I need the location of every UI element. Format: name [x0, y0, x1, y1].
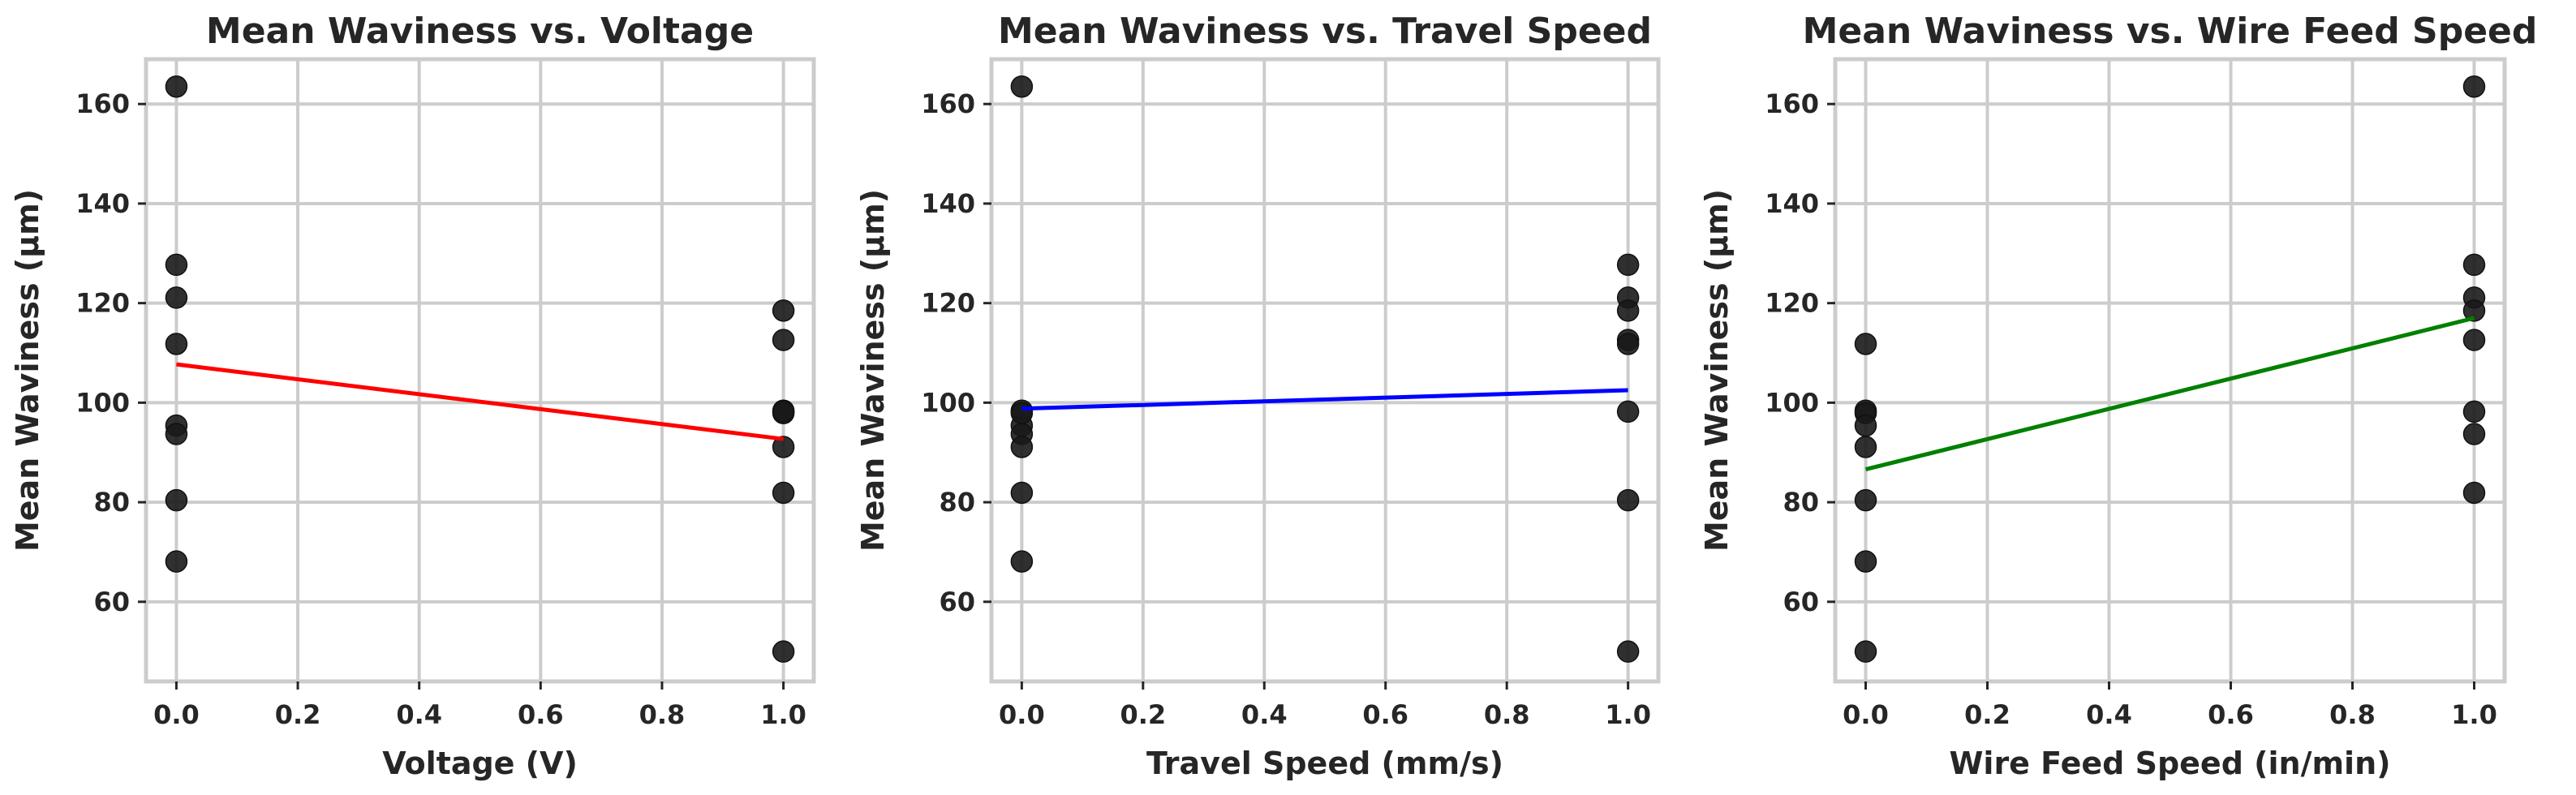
data-point — [165, 333, 188, 355]
regression-line — [1021, 388, 1628, 411]
x-tick-label: 1.0 — [1605, 699, 1651, 730]
data-point — [1616, 640, 1640, 663]
y-tick-label: 140 — [1765, 188, 1819, 219]
chart-title: Mean Waviness vs. Travel Speed — [998, 11, 1652, 52]
y-tick-label: 60 — [93, 587, 130, 617]
data-point — [772, 640, 795, 663]
data-point — [772, 481, 795, 505]
data-point — [165, 550, 188, 573]
data-point — [772, 436, 795, 458]
panel-1: 0.0 0.2 0.4 0.6 0.8 1.0 60 80 100 120 140 160 Mean W… — [10, 11, 816, 781]
y-tick-label: 60 — [1783, 587, 1819, 617]
regression-line — [176, 362, 784, 441]
y-tick-label: 160 — [1765, 88, 1819, 119]
x-tick-label: 0.8 — [2329, 699, 2376, 730]
y-tick-label: 100 — [921, 387, 975, 418]
data-point — [2462, 481, 2486, 505]
y-axis-label: Mean Waviness (µm) — [1699, 189, 1735, 552]
data-point — [1854, 488, 1877, 512]
regression-line — [1864, 316, 2475, 472]
plot-frame — [989, 57, 1661, 684]
data-point — [2462, 299, 2486, 322]
data-point — [1616, 253, 1640, 277]
data-point — [2462, 400, 2486, 423]
y-tick-label: 100 — [1765, 387, 1819, 418]
y-tick-label: 80 — [1783, 487, 1819, 518]
data-point — [1854, 436, 1877, 458]
data-point — [1010, 436, 1034, 458]
data-point — [1854, 414, 1877, 437]
y-tick-label: 120 — [75, 288, 130, 319]
x-tick-label: 0.0 — [999, 699, 1045, 730]
data-point — [1010, 481, 1034, 505]
data-point — [2462, 253, 2486, 277]
x-tick-label: 0.0 — [1843, 699, 1889, 730]
y-tick-label: 140 — [75, 188, 130, 219]
x-tick-label: 0.4 — [396, 699, 442, 730]
y-tick-label: 80 — [939, 487, 975, 518]
x-axis-label: Travel Speed (mm/s) — [1146, 746, 1503, 781]
x-axis-label: Voltage (V) — [382, 746, 578, 781]
data-point — [772, 329, 795, 351]
x-tick-label: 0.2 — [275, 699, 321, 730]
x-tick-label: 0.2 — [1964, 699, 2010, 730]
data-point — [165, 488, 188, 512]
panel-2: 0.0 0.2 0.4 0.6 0.8 1.0 60 80 100 120 140 160 Mean W… — [855, 11, 1661, 781]
y-tick-label: 100 — [75, 387, 130, 418]
x-tick-label: 0.2 — [1120, 699, 1166, 730]
data-point — [1010, 550, 1034, 573]
y-tick-label: 160 — [75, 88, 130, 119]
x-tick-label: 0.6 — [518, 699, 564, 730]
x-tick-label: 0.6 — [2208, 699, 2254, 730]
x-tick-label: 0.4 — [2086, 699, 2132, 730]
x-tick-label: 0.0 — [153, 699, 200, 730]
data-point — [1616, 488, 1640, 512]
y-axis-label: Mean Waviness (µm) — [855, 189, 891, 552]
data-point — [1010, 402, 1034, 425]
chart-title: Mean Waviness vs. Wire Feed Speed — [1803, 11, 2538, 52]
panel-3: 0.0 0.2 0.4 0.6 0.8 1.0 60 80 100 120 140 160 Mean W… — [1699, 11, 2537, 781]
data-point — [1616, 333, 1640, 355]
data-point — [1010, 75, 1034, 98]
y-axis-label: Mean Waviness (µm) — [10, 189, 45, 552]
x-tick-label: 1.0 — [2451, 699, 2497, 730]
x-axis-label: Wire Feed Speed (in/min) — [1950, 746, 2391, 781]
x-tick-label: 1.0 — [760, 699, 806, 730]
data-point — [1616, 400, 1640, 423]
data-point — [1854, 550, 1877, 573]
data-point — [772, 400, 795, 423]
data-point — [1854, 333, 1877, 355]
plot-frame — [144, 57, 816, 684]
y-tick-label: 120 — [1765, 288, 1819, 319]
data-point — [165, 75, 188, 98]
x-tick-label: 0.8 — [639, 699, 686, 730]
y-tick-label: 140 — [921, 188, 975, 219]
data-point — [1854, 640, 1877, 663]
x-tick-label: 0.6 — [1362, 699, 1408, 730]
y-tick-label: 120 — [921, 288, 975, 319]
data-point — [2462, 75, 2486, 98]
data-point — [165, 423, 188, 445]
plot-frame — [1833, 57, 2507, 684]
data-point — [772, 299, 795, 322]
data-point — [2462, 423, 2486, 445]
y-tick-label: 160 — [921, 88, 975, 119]
y-tick-label: 80 — [93, 487, 130, 518]
y-tick-label: 60 — [939, 587, 975, 617]
chart-title: Mean Waviness vs. Voltage — [206, 11, 754, 52]
data-point — [1616, 299, 1640, 322]
data-point — [165, 286, 188, 309]
data-point — [165, 253, 188, 277]
x-tick-label: 0.4 — [1241, 699, 1288, 730]
data-point — [2462, 329, 2486, 351]
x-tick-label: 0.8 — [1484, 699, 1530, 730]
